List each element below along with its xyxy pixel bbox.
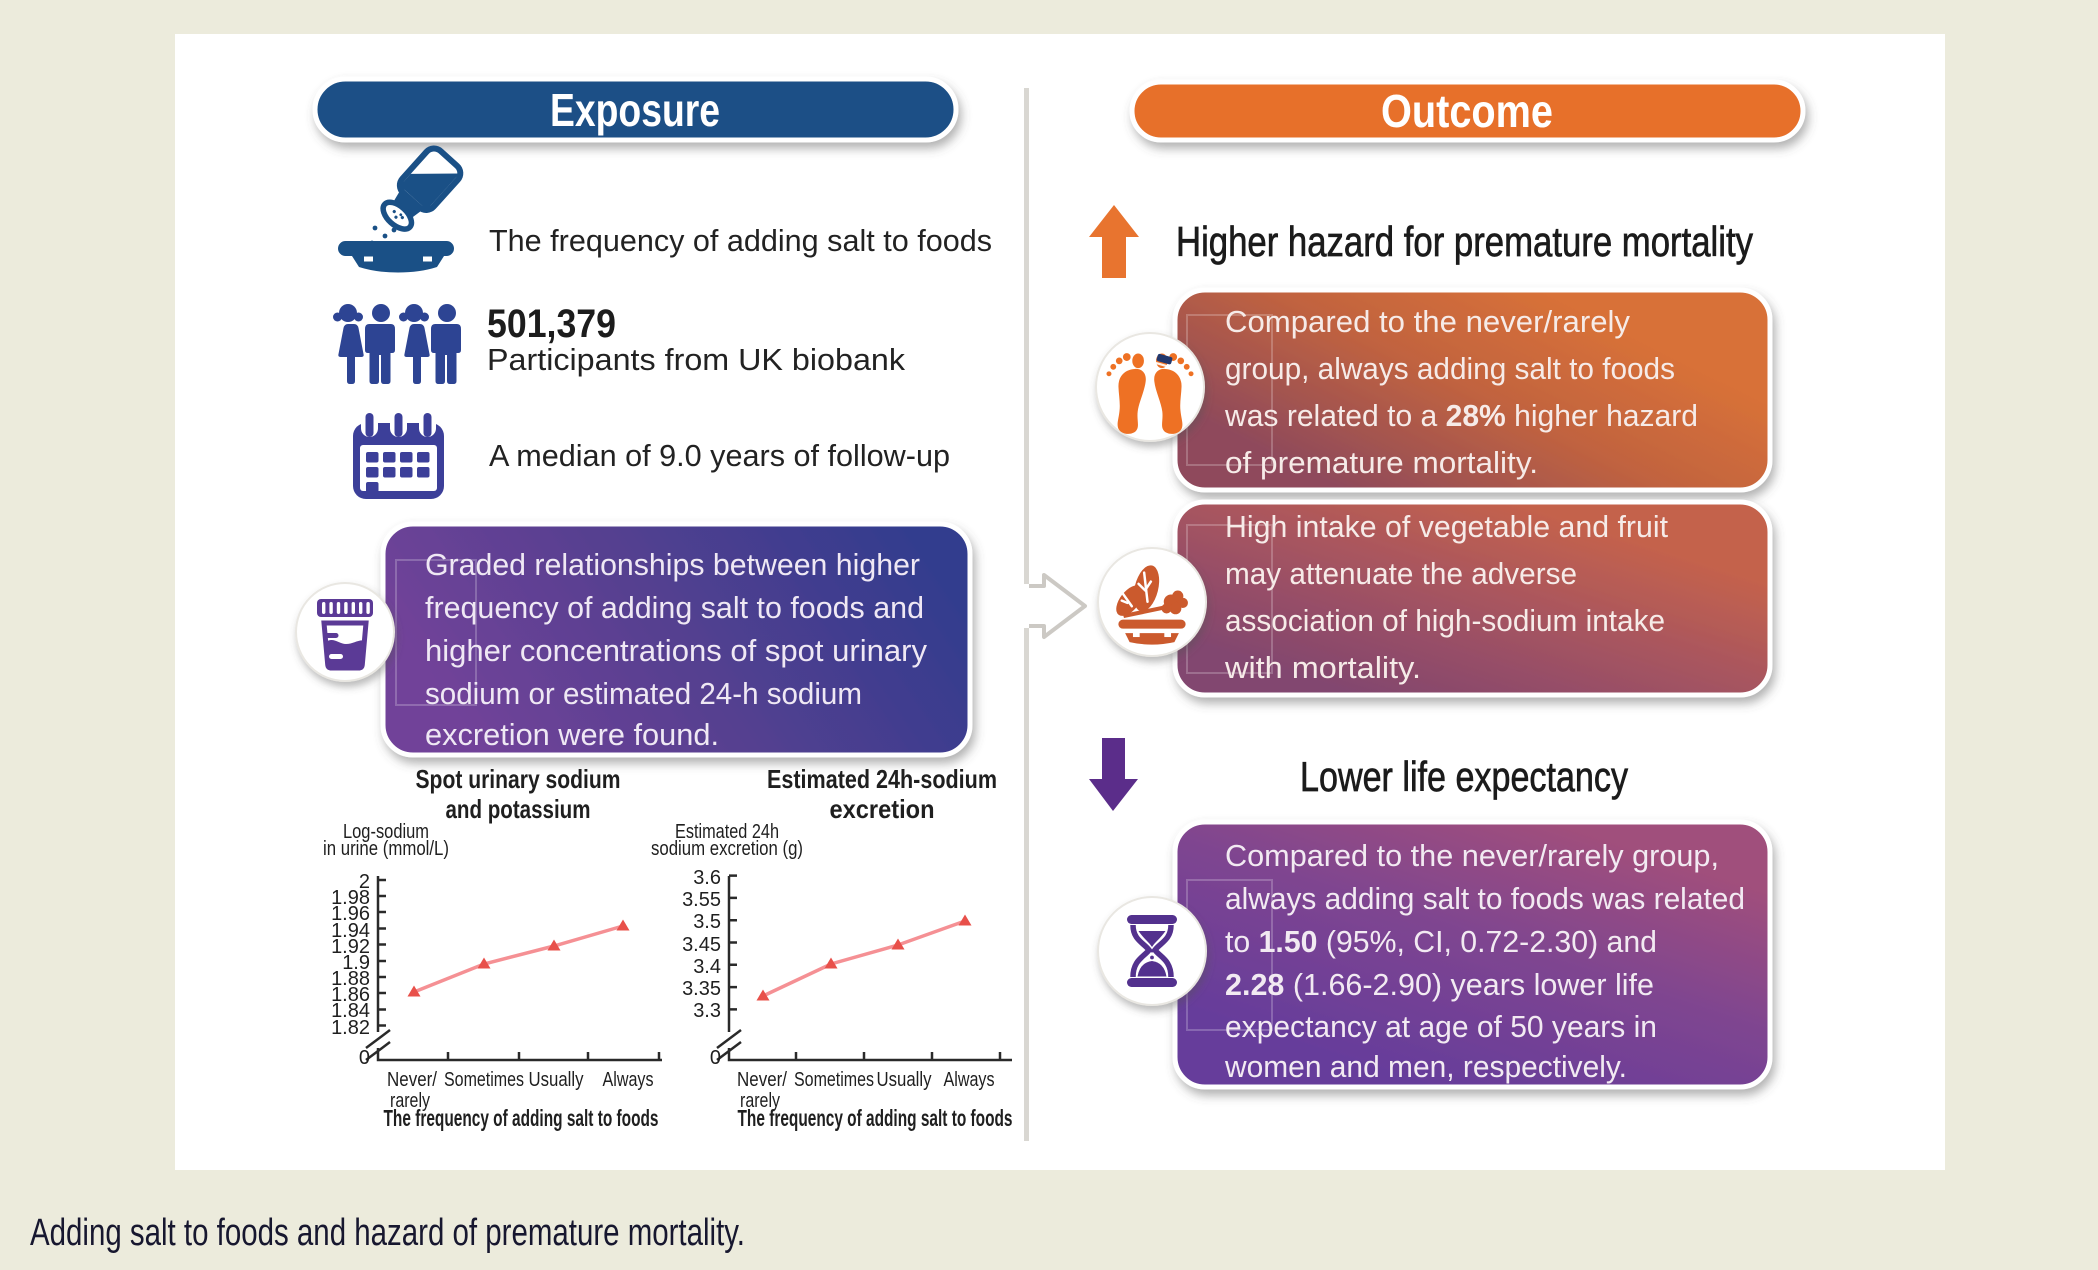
- svg-text:rarely: rarely: [740, 1090, 780, 1112]
- svg-text:Outcome: Outcome: [1381, 85, 1553, 137]
- svg-text:1.88: 1.88: [331, 968, 370, 990]
- svg-text:sodium excretion (g): sodium excretion (g): [651, 838, 803, 860]
- svg-text:3.55: 3.55: [682, 889, 721, 911]
- svg-text:501,379: 501,379: [487, 302, 616, 346]
- svg-text:Always: Always: [944, 1069, 995, 1091]
- svg-text:Compared to the never/rarely g: Compared to the never/rarely group,: [1225, 838, 1719, 873]
- svg-text:Usually: Usually: [529, 1069, 584, 1091]
- svg-text:rarely: rarely: [390, 1090, 430, 1112]
- svg-text:to 1.50 (95%, CI, 0.72-2.30) a: to 1.50 (95%, CI, 0.72-2.30) and: [1225, 924, 1657, 959]
- svg-text:Sometimes: Sometimes: [794, 1069, 874, 1091]
- svg-text:group, always adding salt to f: group, always adding salt to foods: [1225, 351, 1675, 386]
- svg-text:may attenuate the adverse: may attenuate the adverse: [1225, 556, 1577, 591]
- svg-text:The frequency of adding salt t: The frequency of adding salt to foods: [489, 223, 992, 258]
- svg-text:0: 0: [359, 1047, 370, 1069]
- svg-text:association of high-sodium int: association of high-sodium intake: [1225, 603, 1665, 638]
- svg-text:and potassium: and potassium: [446, 794, 591, 824]
- svg-text:1.96: 1.96: [331, 903, 370, 925]
- svg-text:Never/: Never/: [737, 1069, 787, 1091]
- svg-text:3.5: 3.5: [693, 911, 721, 933]
- svg-text:Spot urinary sodium: Spot urinary sodium: [416, 764, 621, 794]
- svg-text:Always: Always: [603, 1069, 654, 1091]
- svg-text:expectancy at age of 50 years: expectancy at age of 50 years in: [1225, 1009, 1657, 1044]
- svg-text:frequency of adding salt to fo: frequency of adding salt to foods and: [425, 590, 924, 625]
- svg-text:High intake of vegetable and f: High intake of vegetable and fruit: [1225, 509, 1668, 544]
- svg-text:1.92: 1.92: [331, 936, 370, 958]
- svg-text:0: 0: [710, 1047, 721, 1069]
- svg-text:excretion were found.: excretion were found.: [425, 717, 719, 752]
- svg-text:Participants from UK biobank: Participants from UK biobank: [487, 342, 906, 377]
- svg-text:2.28 (1.66-2.90) years lower l: 2.28 (1.66-2.90) years lower life: [1225, 967, 1654, 1002]
- svg-text:1.9: 1.9: [342, 952, 370, 974]
- svg-text:excretion: excretion: [830, 794, 935, 824]
- svg-text:The frequency of adding salt t: The frequency of adding salt to foods: [738, 1105, 1013, 1131]
- svg-text:3.3: 3.3: [693, 1000, 721, 1022]
- svg-text:1.82: 1.82: [331, 1017, 370, 1039]
- svg-text:3.35: 3.35: [682, 978, 721, 1000]
- svg-text:Higher hazard for premature mo: Higher hazard for premature mortality: [1176, 218, 1753, 265]
- svg-text:Estimated 24h-sodium: Estimated 24h-sodium: [767, 764, 997, 794]
- svg-text:2: 2: [359, 871, 370, 893]
- svg-text:Usually: Usually: [877, 1069, 932, 1091]
- svg-text:in urine (mmol/L): in urine (mmol/L): [323, 838, 449, 860]
- svg-text:1.84: 1.84: [331, 1000, 370, 1022]
- svg-text:higher concentrations of spot: higher concentrations of spot urinary: [425, 633, 927, 668]
- svg-text:3.4: 3.4: [693, 956, 721, 978]
- svg-text:Graded relationships between h: Graded relationships between higher: [425, 547, 920, 582]
- svg-text:Log-sodium: Log-sodium: [343, 821, 429, 843]
- svg-text:Adding salt to foods and hazar: Adding salt to foods and hazard of prema…: [30, 1212, 745, 1254]
- svg-text:Never/: Never/: [387, 1069, 437, 1091]
- svg-text:The frequency of adding salt t: The frequency of adding salt to foods: [384, 1105, 659, 1131]
- svg-text:A median of 9.0 years of follo: A median of 9.0 years of follow-up: [489, 438, 950, 473]
- svg-text:1.94: 1.94: [331, 920, 370, 942]
- svg-text:Estimated 24h: Estimated 24h: [675, 821, 779, 843]
- svg-text:women and men, respectively.: women and men, respectively.: [1224, 1049, 1627, 1084]
- svg-text:3.6: 3.6: [693, 867, 721, 889]
- svg-text:1.86: 1.86: [331, 984, 370, 1006]
- svg-text:always adding salt to foods wa: always adding salt to foods was related: [1225, 881, 1745, 916]
- svg-text:Sometimes: Sometimes: [444, 1069, 524, 1091]
- svg-text:1.98: 1.98: [331, 887, 370, 909]
- svg-text:Lower life expectancy: Lower life expectancy: [1300, 753, 1628, 800]
- svg-text:of premature mortality.: of premature mortality.: [1225, 445, 1538, 480]
- svg-text:with mortality.: with mortality.: [1224, 650, 1421, 685]
- svg-text:Exposure: Exposure: [550, 84, 720, 136]
- svg-text:3.45: 3.45: [682, 934, 721, 956]
- svg-text:was related to a 28% higher ha: was related to a 28% higher hazard: [1224, 398, 1698, 433]
- svg-text:Compared to the never/rarely: Compared to the never/rarely: [1225, 304, 1630, 339]
- svg-text:sodium or estimated 24-h sodiu: sodium or estimated 24-h sodium: [425, 676, 862, 711]
